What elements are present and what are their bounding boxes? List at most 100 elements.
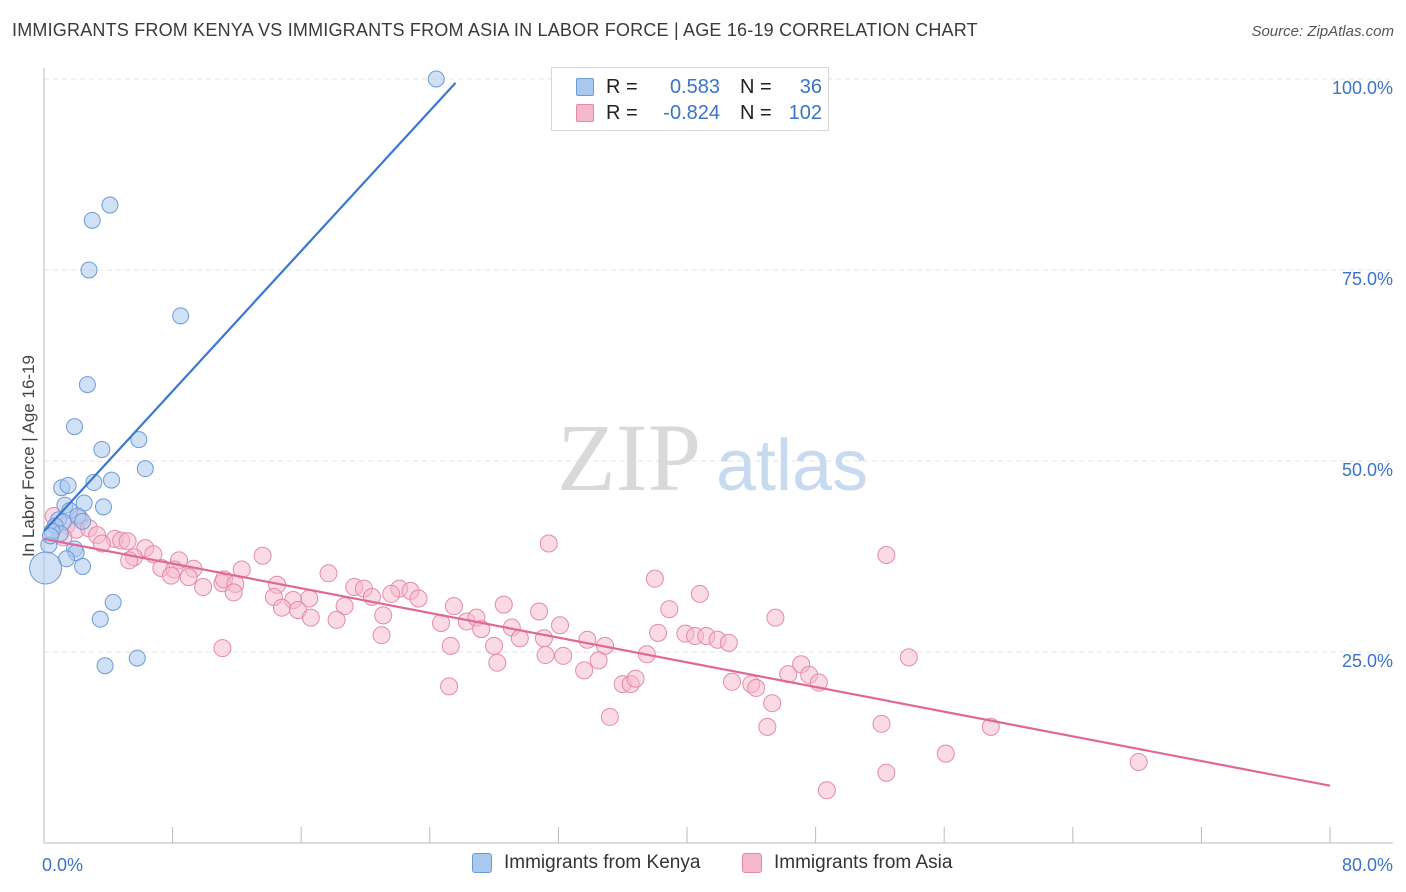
kenya-point [130, 431, 148, 449]
asia-point [224, 583, 243, 602]
asia-point [589, 651, 608, 670]
asia-point [758, 717, 777, 736]
asia-trend-line [43, 537, 1331, 787]
asia-point [253, 546, 272, 565]
kenya-trend-line [43, 82, 457, 533]
kenya-point [74, 557, 92, 575]
x-tick-label: 80.0% [1342, 855, 1393, 875]
asia-point [272, 598, 291, 617]
asia-point [872, 714, 891, 733]
legend-row-asia: R = -0.824 N = 102 [576, 101, 822, 125]
kenya-point [74, 512, 92, 530]
asia-point [374, 606, 393, 625]
asia-point [817, 781, 836, 800]
bottom-legend-kenya: Immigrants from Kenya [472, 852, 700, 874]
source-attribution: Source: ZipAtlas.com [1251, 23, 1394, 40]
asia-points [44, 507, 1148, 800]
asia-point [1129, 753, 1148, 772]
asia-point [179, 568, 198, 587]
bottom-legend-asia: Immigrants from Asia [742, 852, 952, 874]
asia-r-value: -0.824 [663, 101, 720, 124]
asia-point [600, 707, 619, 726]
kenya-point [83, 211, 101, 229]
asia-point [441, 636, 460, 655]
asia-point [690, 584, 709, 603]
y-tick-label: 75.0% [1342, 269, 1393, 289]
kenya-point [85, 473, 103, 491]
asia-point [766, 608, 785, 627]
asia-point [763, 694, 782, 713]
watermark-atlas: atlas [716, 426, 868, 506]
kenya-n-value: 36 [799, 75, 822, 98]
asia-point [534, 629, 553, 648]
chart-title: IMMIGRANTS FROM KENYA VS IMMIGRANTS FROM… [12, 20, 978, 40]
y-tick-label: 25.0% [1342, 651, 1393, 671]
kenya-point [66, 418, 84, 436]
asia-point [578, 630, 597, 649]
asia-point [747, 678, 766, 697]
kenya-point [78, 376, 96, 394]
asia-point [319, 564, 338, 583]
asia-point [382, 584, 401, 603]
bottom-asia-label: Immigrants from Asia [774, 852, 953, 873]
asia-point [626, 669, 645, 688]
kenya-point [104, 593, 122, 611]
asia-point [539, 534, 558, 553]
kenya-point [136, 460, 154, 478]
kenya-swatch [576, 78, 594, 96]
kenya-point [59, 476, 77, 494]
bottom-kenya-label: Immigrants from Kenya [504, 852, 701, 873]
bottom-asia-swatch [742, 853, 762, 873]
asia-point [372, 626, 391, 645]
kenya-point [427, 70, 445, 88]
asia-point [409, 589, 428, 608]
asia-point [645, 569, 664, 588]
x-tick-label: 0.0% [42, 855, 83, 875]
asia-point [327, 610, 346, 629]
kenya-point [96, 657, 114, 675]
asia-point [161, 566, 180, 585]
asia-point [649, 623, 668, 642]
kenya-point [172, 307, 190, 325]
asia-point [719, 633, 738, 652]
y-tick-label: 50.0% [1342, 460, 1393, 480]
asia-point [899, 648, 918, 667]
asia-point [444, 597, 463, 616]
kenya-r-value: 0.583 [669, 75, 720, 98]
asia-point [877, 763, 896, 782]
asia-point [530, 602, 549, 621]
kenya-point [80, 261, 98, 279]
y-tick-label: 100.0% [1332, 78, 1393, 98]
kenya-point [101, 196, 119, 214]
asia-point [440, 677, 459, 696]
x-tick-labels: 0.0% 80.0% [42, 855, 1393, 875]
asia-point [936, 744, 955, 763]
asia-point [536, 646, 555, 665]
asia-n-label: N = [740, 101, 772, 124]
asia-point [213, 639, 232, 658]
asia-point [118, 532, 137, 551]
kenya-point [103, 471, 121, 489]
asia-point [554, 646, 573, 665]
asia-point [485, 636, 504, 655]
axes [43, 68, 1393, 844]
kenya-point [91, 610, 109, 628]
kenya-point [128, 649, 146, 667]
asia-point [551, 616, 570, 635]
y-tick-labels: 25.0% 50.0% 75.0% 100.0% [1332, 78, 1393, 671]
asia-point [723, 672, 742, 691]
kenya-n-label: N = [740, 75, 772, 98]
trend-lines [43, 82, 1331, 787]
asia-n-value: 102 [788, 101, 822, 124]
legend-row-kenya: R = 0.583 N = 36 [576, 75, 822, 99]
asia-point [301, 608, 320, 627]
kenya-point [94, 498, 112, 516]
kenya-r-label: R = [606, 75, 638, 98]
asia-point [194, 578, 213, 597]
asia-point [981, 717, 1000, 736]
watermark: ZIP atlas [557, 404, 868, 511]
asia-point [877, 545, 896, 564]
asia-point [660, 600, 679, 619]
asia-point [488, 653, 507, 672]
